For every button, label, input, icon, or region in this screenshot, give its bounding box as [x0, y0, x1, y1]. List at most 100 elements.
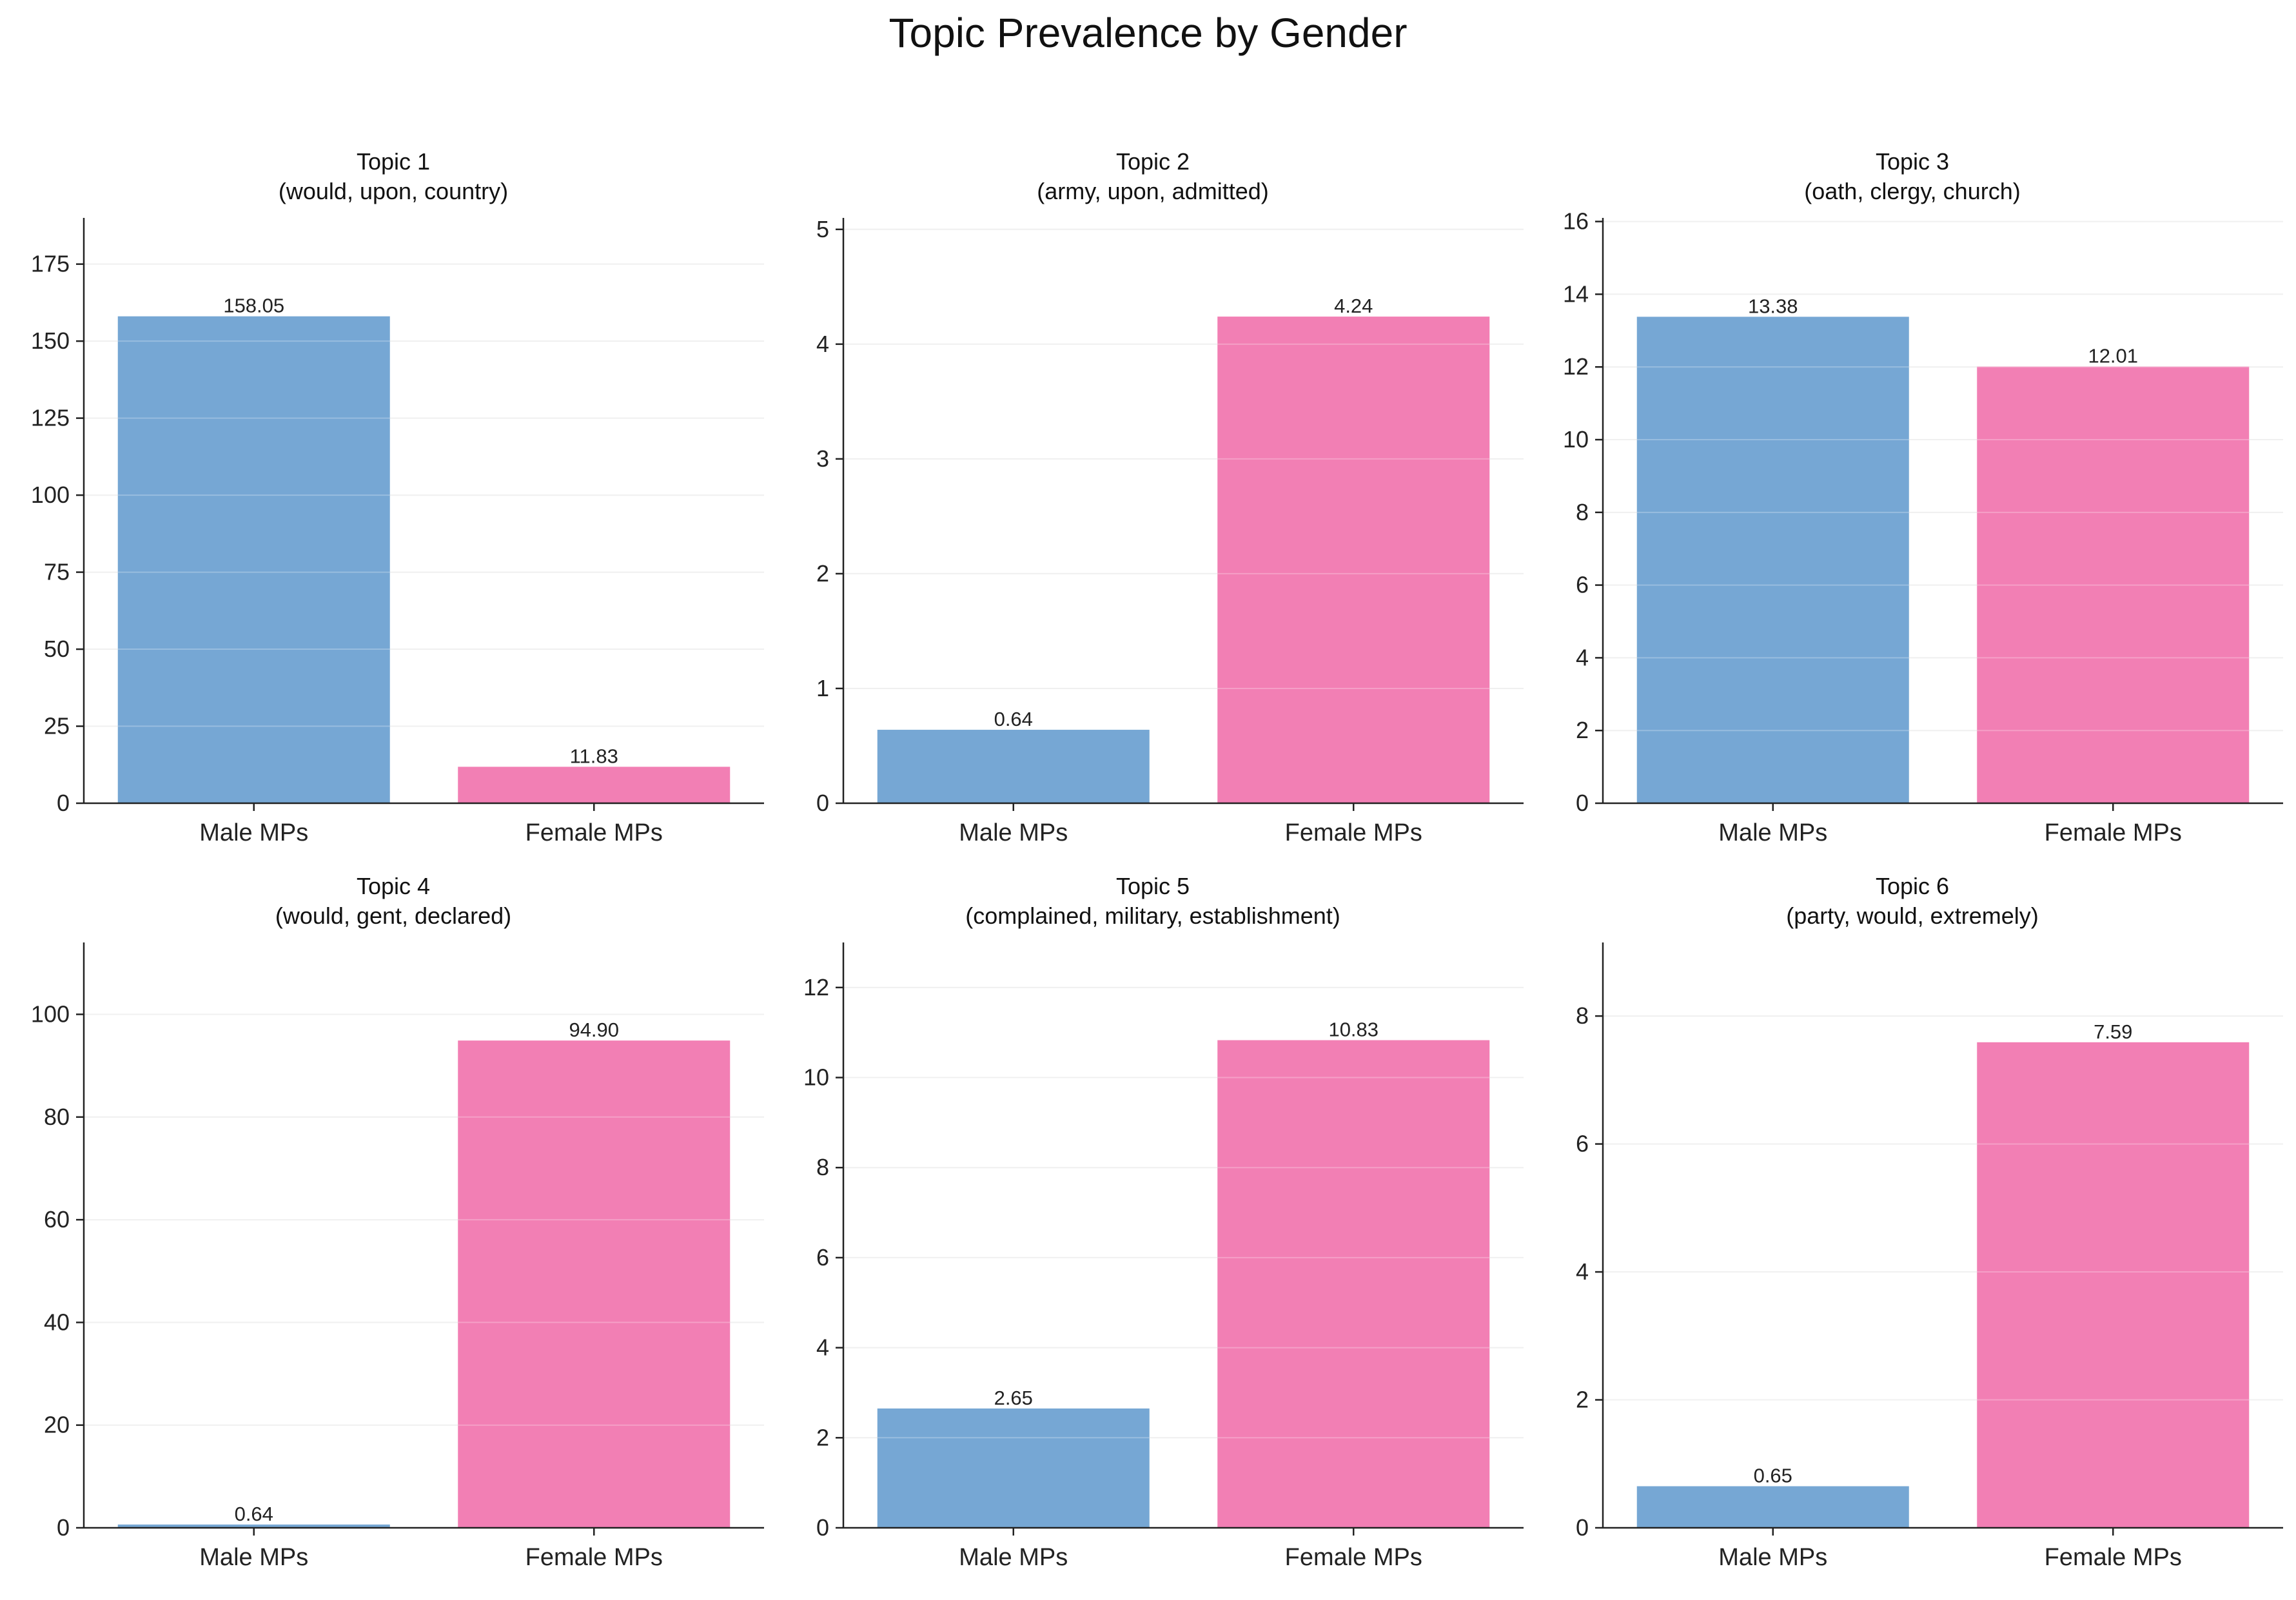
- panel-title-topic: Topic 4: [356, 873, 431, 899]
- value-label: 10.83: [1328, 1019, 1379, 1041]
- bar-female-mps: [1217, 317, 1490, 803]
- x-tick-label: Female MPs: [2045, 819, 2182, 846]
- y-tick-label: 10: [1563, 426, 1589, 453]
- y-tick-label: 5: [816, 216, 829, 242]
- y-tick-label: 8: [1576, 499, 1589, 525]
- y-tick-label: 75: [44, 559, 70, 585]
- figure-title: Topic Prevalence by Gender: [888, 10, 1408, 56]
- bar-female-mps: [458, 1040, 731, 1528]
- panel-title-topic: Topic 6: [1875, 873, 1950, 899]
- bar-male-mps: [877, 1408, 1150, 1528]
- x-tick-label: Male MPs: [199, 1544, 308, 1571]
- y-tick-label: 0: [1576, 1514, 1589, 1541]
- y-tick-label: 1: [816, 675, 829, 701]
- y-tick-label: 3: [816, 445, 829, 472]
- chart-panel-topic-6: Topic 6 (party, would, extremely) 0.65 7.…: [1532, 872, 2293, 1600]
- bar-male-mps: [1636, 1486, 1909, 1528]
- panel-title: Topic 3 (oath, clergy, church): [1532, 147, 2293, 206]
- bar-female-mps: [1977, 1042, 2250, 1528]
- panel-title: Topic 1 (would, upon, country): [13, 147, 774, 206]
- y-tick-label: 6: [816, 1244, 829, 1271]
- y-tick-label: 50: [44, 636, 70, 662]
- y-tick-label: 16: [1563, 208, 1589, 235]
- y-tick-label: 4: [1576, 644, 1589, 670]
- bar-female-mps: [1977, 366, 2250, 803]
- panel-title-topic: Topic 5: [1115, 873, 1190, 899]
- y-tick-label: 100: [31, 482, 70, 508]
- y-tick-label: 8: [816, 1154, 829, 1180]
- x-tick-label: Male MPs: [199, 819, 308, 846]
- y-tick-label: 14: [1563, 280, 1589, 307]
- y-tick-label: 10: [803, 1064, 829, 1091]
- panel-title-keywords: (army, upon, admitted): [1037, 178, 1269, 204]
- bar-female-mps: [458, 766, 731, 803]
- chart-panel-topic-2: Topic 2 (army, upon, admitted) 0.64 4.24 0…: [772, 147, 1533, 875]
- y-tick-label: 25: [44, 713, 70, 739]
- y-tick-label: 2: [1576, 1387, 1589, 1413]
- panel-title-topic: Topic 3: [1875, 148, 1950, 175]
- panel-title-keywords: (party, would, extremely): [1786, 902, 2039, 929]
- y-tick-label: 2: [1576, 717, 1589, 743]
- y-tick-label: 4: [1576, 1258, 1589, 1285]
- panel-title-keywords: (complained, military, establishment): [965, 902, 1340, 929]
- value-label: 7.59: [2094, 1020, 2132, 1043]
- panel-title: Topic 4 (would, gent, declared): [13, 872, 774, 931]
- bar-male-mps: [117, 1524, 390, 1528]
- value-label: 12.01: [2088, 345, 2138, 367]
- y-tick-label: 8: [1576, 1002, 1589, 1029]
- chart-panel-topic-4: Topic 4 (would, gent, declared) 0.64 94.9…: [13, 872, 774, 1600]
- bar-male-mps: [1636, 317, 1909, 803]
- panel-title-keywords: (would, upon, country): [278, 178, 509, 204]
- y-tick-label: 12: [1563, 353, 1589, 380]
- panel-title: Topic 2 (army, upon, admitted): [772, 147, 1533, 206]
- y-tick-label: 0: [1576, 790, 1589, 816]
- chart-panel-topic-3: Topic 3 (oath, clergy, church) 13.38 12.0…: [1532, 147, 2293, 875]
- value-label: 13.38: [1748, 295, 1798, 317]
- x-tick-label: Male MPs: [959, 1544, 1068, 1571]
- bar-male-mps: [117, 316, 390, 803]
- y-tick-label: 0: [57, 1514, 70, 1541]
- y-tick-label: 40: [44, 1309, 70, 1335]
- y-tick-label: 20: [44, 1412, 70, 1438]
- y-tick-label: 4: [816, 331, 829, 357]
- y-tick-label: 4: [816, 1334, 829, 1361]
- bar-female-mps: [1217, 1040, 1490, 1528]
- y-tick-label: 150: [31, 327, 70, 354]
- y-tick-label: 60: [44, 1206, 70, 1233]
- y-tick-label: 125: [31, 405, 70, 431]
- x-tick-label: Female MPs: [1285, 819, 1422, 846]
- y-tick-label: 0: [57, 790, 70, 816]
- value-label: 11.83: [570, 745, 618, 767]
- chart-panel-topic-5: Topic 5 (complained, military, establish…: [772, 872, 1533, 1600]
- x-tick-label: Male MPs: [1718, 1544, 1827, 1571]
- bar-chart-topic-6: 0.65 7.59 0 2 4 6 8 Male MPs Female MPs: [1576, 942, 2283, 1571]
- bar-male-mps: [877, 730, 1150, 803]
- panel-title-topic: Topic 1: [356, 148, 431, 175]
- x-tick-label: Male MPs: [1718, 819, 1827, 846]
- x-tick-label: Male MPs: [959, 819, 1068, 846]
- y-tick-label: 2: [816, 560, 829, 587]
- value-label: 0.65: [1754, 1464, 1792, 1487]
- value-label: 0.64: [235, 1503, 273, 1525]
- panel-title: Topic 6 (party, would, extremely): [1532, 872, 2293, 931]
- value-label: 158.05: [223, 295, 284, 317]
- y-tick-label: 6: [1576, 1131, 1589, 1157]
- y-tick-label: 100: [31, 1001, 70, 1028]
- value-label: 94.90: [569, 1019, 619, 1041]
- value-label: 0.64: [994, 708, 1033, 730]
- panel-title-topic: Topic 2: [1115, 148, 1190, 175]
- y-tick-label: 80: [44, 1104, 70, 1130]
- chart-panel-topic-1: Topic 1 (would, upon, country) 158.05 11.…: [13, 147, 774, 875]
- x-tick-label: Female MPs: [525, 1544, 663, 1571]
- y-tick-label: 6: [1576, 572, 1589, 598]
- panel-title: Topic 5 (complained, military, establish…: [772, 872, 1533, 931]
- bar-chart-topic-4: 0.64 94.90 0 20 40 60 80 100 Male MPs Female MPs: [31, 942, 764, 1571]
- bar-chart-topic-1: 158.05 11.83 0 25 50 75 100 125 150 175 Male MPs Fe…: [31, 218, 764, 846]
- x-tick-label: Female MPs: [525, 819, 663, 846]
- y-tick-label: 12: [803, 974, 829, 1000]
- bar-chart-topic-2: 0.64 4.24 0 1 2 3 4 5 Male MPs Female MPs: [816, 216, 1524, 846]
- y-tick-label: 2: [816, 1424, 829, 1450]
- panel-title-keywords: (would, gent, declared): [275, 902, 512, 929]
- value-label: 4.24: [1334, 295, 1373, 317]
- bar-chart-topic-5: 2.65 10.83 0 2 4 6 8 10 12 Male MPs Female MPs: [803, 942, 1524, 1571]
